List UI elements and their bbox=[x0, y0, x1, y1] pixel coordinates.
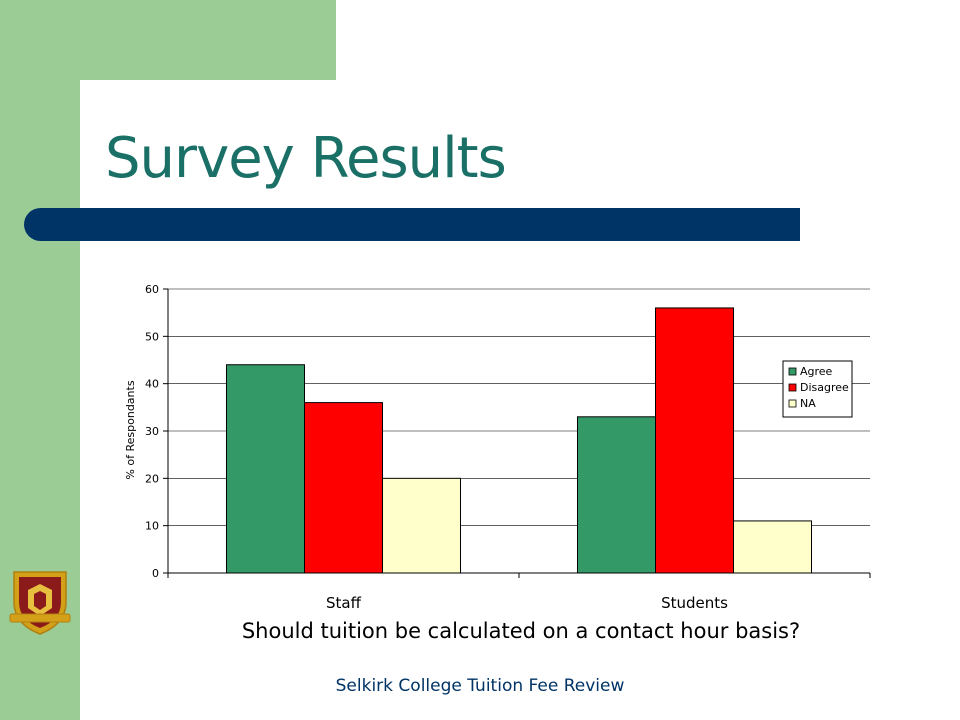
bar bbox=[382, 477, 461, 574]
slide-title: Survey Results bbox=[105, 126, 507, 191]
y-tick-label: 30 bbox=[145, 425, 159, 438]
selkirk-college-crest-logo bbox=[9, 571, 71, 635]
x-axis-label: Should tuition be calculated on a contac… bbox=[242, 619, 800, 643]
x-category-label: Students bbox=[661, 594, 728, 612]
y-tick-label: 0 bbox=[152, 567, 159, 580]
bar bbox=[655, 307, 734, 574]
legend-swatch bbox=[788, 399, 797, 408]
legend-label: NA bbox=[800, 397, 816, 410]
legend-label: Agree bbox=[800, 365, 833, 378]
bar bbox=[226, 364, 305, 574]
axes: 0 10 20 30 40 50 60 Staff Students bbox=[145, 283, 871, 612]
y-tick-label: 50 bbox=[145, 330, 159, 343]
x-category-label: Staff bbox=[326, 594, 362, 612]
bars-group bbox=[226, 307, 812, 574]
bar bbox=[733, 520, 812, 574]
y-tick-label: 20 bbox=[145, 472, 159, 485]
y-tick-label: 10 bbox=[145, 520, 159, 533]
legend-swatch bbox=[788, 367, 797, 376]
footer-text: Selkirk College Tuition Fee Review bbox=[335, 676, 625, 696]
y-tick-label: 60 bbox=[145, 283, 159, 296]
legend-swatch bbox=[788, 383, 797, 392]
bar bbox=[304, 402, 383, 574]
top-accent-block bbox=[0, 0, 336, 80]
title-underline-bar bbox=[24, 208, 800, 241]
bar bbox=[577, 416, 656, 574]
chart-legend: Agree Disagree NA bbox=[782, 360, 853, 418]
legend-label: Disagree bbox=[800, 381, 849, 394]
y-axis-label: % of Respondants bbox=[124, 380, 137, 479]
y-tick-label: 40 bbox=[145, 378, 159, 391]
